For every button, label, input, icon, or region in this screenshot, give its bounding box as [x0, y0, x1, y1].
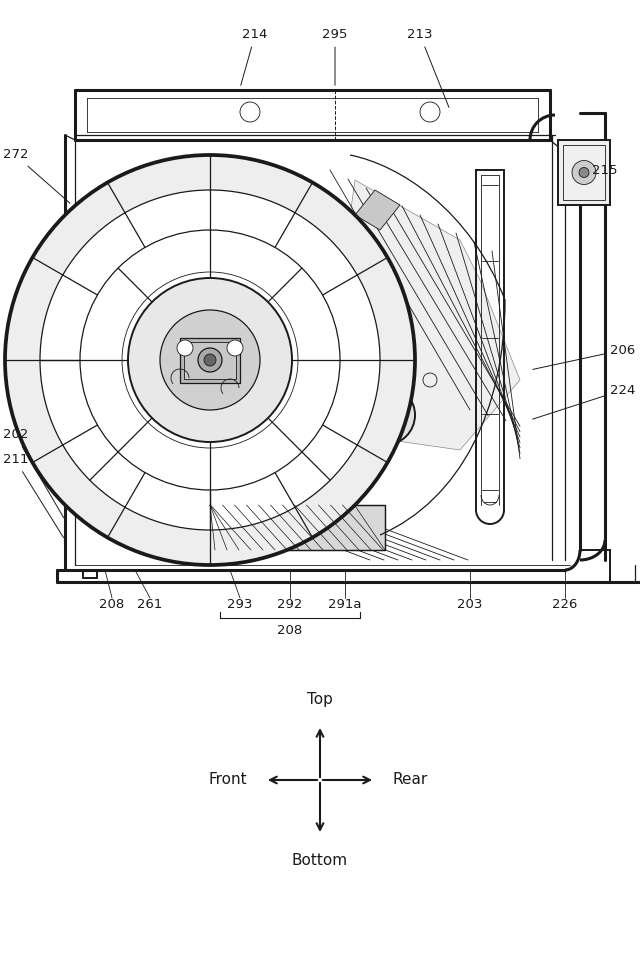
Bar [563, 145, 605, 200]
Text: 293: 293 [227, 598, 253, 612]
Bar [184, 342, 236, 378]
Circle shape [420, 102, 440, 122]
Text: Front: Front [209, 773, 247, 787]
Text: 226: 226 [552, 598, 578, 612]
Text: 214: 214 [241, 29, 268, 85]
Circle shape [572, 160, 596, 184]
Text: 292: 292 [277, 598, 303, 612]
Text: Bottom: Bottom [292, 853, 348, 868]
Text: 211: 211 [3, 453, 63, 538]
Bar [558, 140, 610, 205]
Text: 291a: 291a [328, 598, 362, 612]
Circle shape [227, 340, 243, 356]
Text: 213: 213 [407, 29, 449, 108]
Bar [210, 505, 385, 550]
Text: 261: 261 [138, 598, 163, 612]
Circle shape [240, 102, 260, 122]
Polygon shape [335, 395, 380, 430]
Text: Top: Top [307, 692, 333, 707]
Text: Rear: Rear [393, 773, 428, 787]
Circle shape [367, 397, 403, 433]
Circle shape [355, 385, 415, 445]
Text: 272: 272 [3, 149, 70, 204]
Text: 208: 208 [99, 598, 125, 612]
Circle shape [177, 340, 193, 356]
Polygon shape [355, 190, 400, 230]
Circle shape [40, 190, 380, 530]
Circle shape [160, 310, 260, 410]
Circle shape [377, 407, 393, 423]
Bar [210, 505, 385, 550]
Polygon shape [320, 180, 520, 450]
Bar [180, 338, 240, 382]
Text: 206: 206 [532, 344, 636, 370]
Text: 295: 295 [323, 29, 348, 85]
Circle shape [204, 354, 216, 366]
Text: 202: 202 [3, 428, 63, 517]
Text: 215: 215 [592, 163, 618, 177]
Circle shape [5, 155, 415, 565]
Text: 203: 203 [458, 598, 483, 612]
Circle shape [579, 167, 589, 178]
Circle shape [198, 348, 222, 372]
Text: 224: 224 [532, 383, 636, 420]
Text: 208: 208 [277, 623, 303, 636]
Circle shape [128, 278, 292, 442]
